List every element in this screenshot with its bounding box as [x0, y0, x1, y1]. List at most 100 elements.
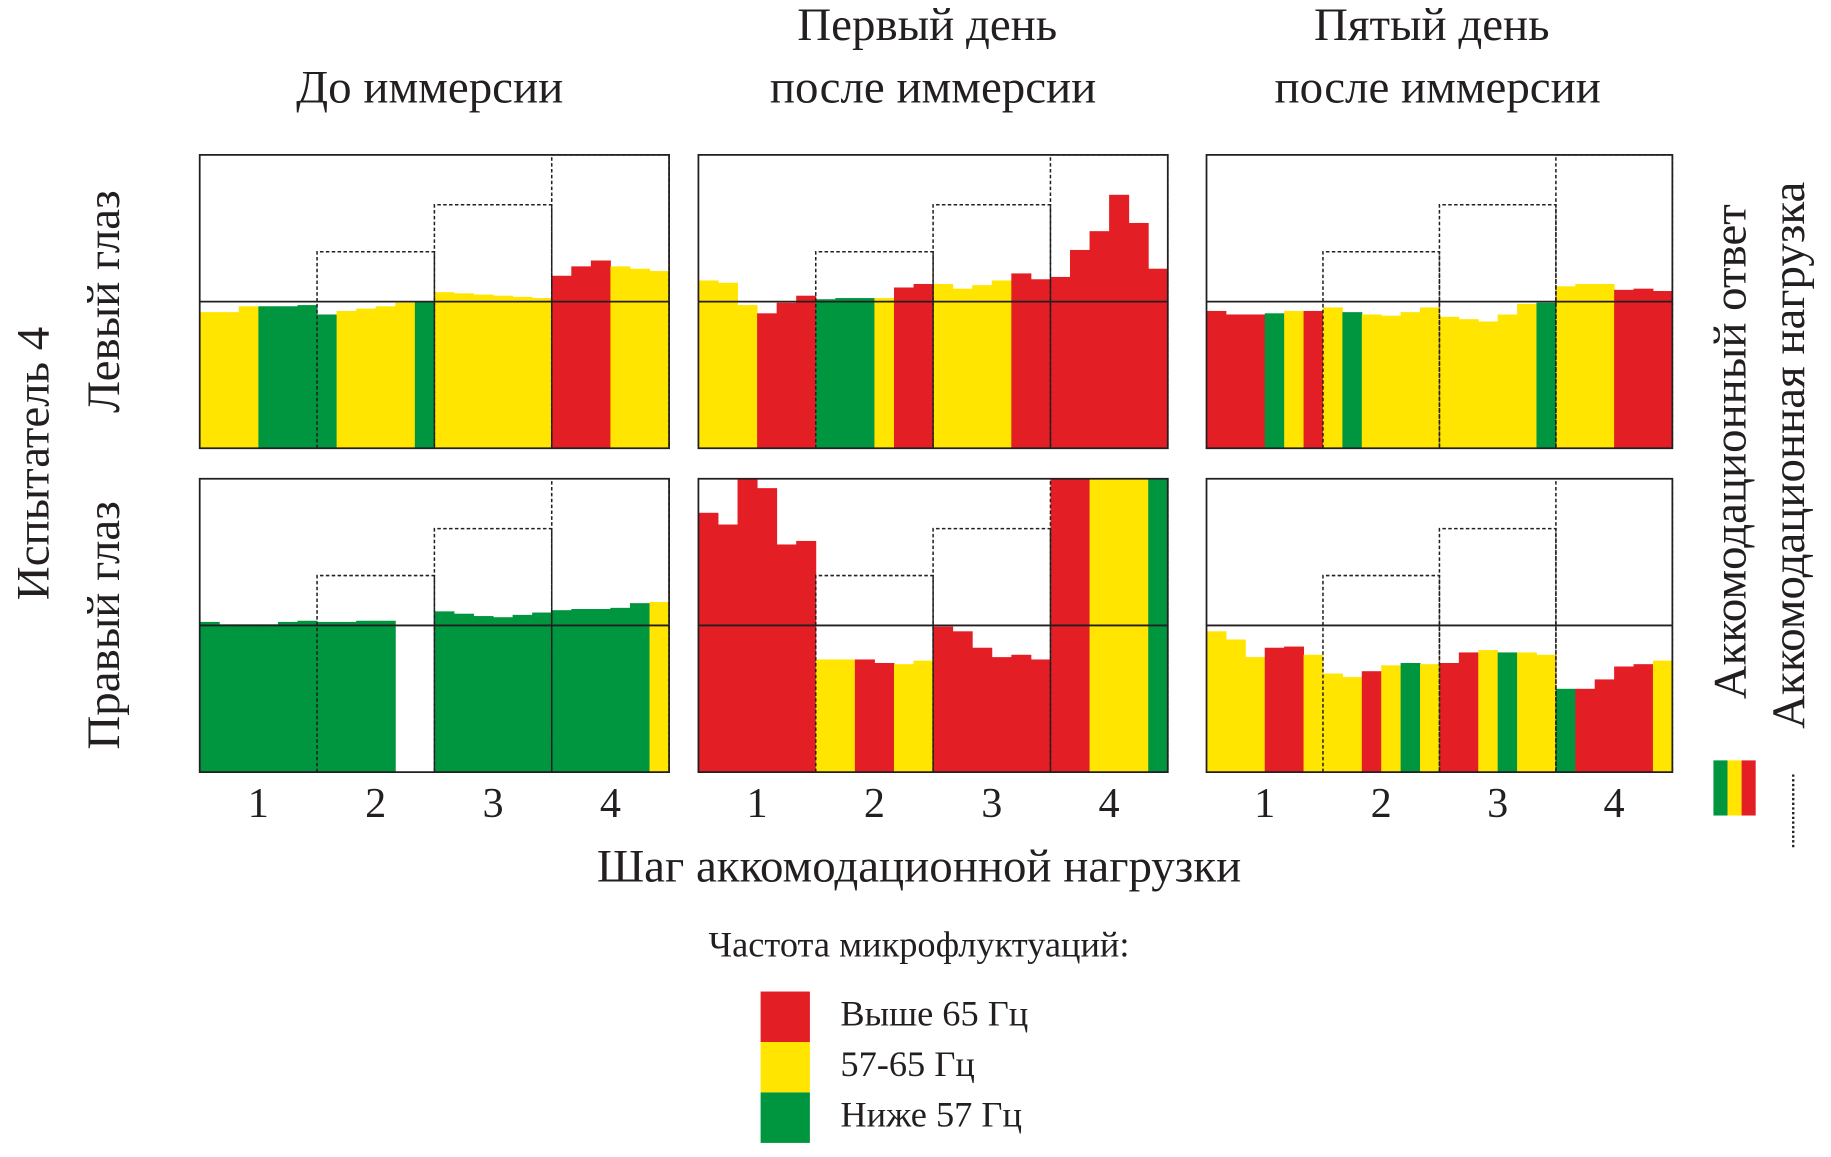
load-step: [433, 527, 553, 773]
bar: [1361, 314, 1382, 449]
bar: [493, 617, 514, 773]
x-tick-label: 2: [1371, 780, 1392, 827]
bar: [219, 312, 240, 449]
legend-swatch: [760, 1042, 810, 1093]
x-tick-label: 3: [1487, 780, 1508, 827]
bar: [1361, 671, 1382, 773]
bar: [893, 664, 915, 773]
bar: [590, 609, 611, 773]
bar: [551, 275, 572, 449]
bar: [336, 310, 357, 449]
bar: [1517, 652, 1537, 773]
bar: [1614, 666, 1635, 773]
bar: [473, 294, 494, 449]
bar: [219, 624, 240, 773]
bar: [1555, 286, 1576, 449]
x-tick-label: 2: [365, 780, 386, 827]
bar: [1497, 314, 1518, 449]
panel: [697, 154, 1169, 450]
bar: [854, 298, 875, 449]
bar: [1420, 307, 1440, 449]
bar: [610, 266, 631, 449]
panel-frame: [198, 154, 670, 450]
x-tick-label: 3: [483, 780, 504, 827]
bar: [874, 662, 895, 773]
bar: [1633, 664, 1654, 773]
bar: [1206, 310, 1227, 449]
swatch-stripe: [1741, 760, 1756, 816]
bar: [1284, 310, 1305, 449]
swatch-stripe: [1727, 760, 1742, 816]
bar: [1264, 647, 1285, 773]
bar: [1575, 283, 1596, 449]
panel: [198, 154, 670, 450]
bar: [317, 621, 338, 773]
bar: [1439, 662, 1460, 773]
bar: [737, 305, 758, 449]
legend-swatch: [760, 1092, 810, 1143]
bar: [512, 296, 533, 449]
row-label: Правый глаз: [78, 501, 130, 749]
bar: [649, 601, 670, 773]
row-label: Левый глаз: [78, 190, 130, 413]
load-step: [814, 574, 934, 773]
bar: [1439, 316, 1460, 449]
bar: [649, 271, 670, 449]
bar: [1245, 314, 1266, 449]
panel: 1 2 3 4: [198, 477, 670, 827]
panel: 1 2 3 4: [697, 477, 1169, 827]
bar: [199, 621, 220, 773]
load-step: [932, 204, 1052, 449]
load-step: [1322, 250, 1441, 449]
bar: [356, 620, 377, 773]
bar: [629, 268, 650, 449]
bar: [1594, 283, 1615, 449]
bar: [698, 280, 719, 449]
bar: [434, 292, 455, 449]
x-tick-label: 1: [1254, 780, 1275, 827]
load-step: [316, 250, 436, 449]
bar: [717, 524, 738, 773]
bar: [1322, 673, 1343, 773]
bar: [698, 512, 719, 773]
bar: [1458, 652, 1479, 773]
legend-label: Аккомодационная нагрузка: [1763, 182, 1815, 729]
bar: [1245, 657, 1266, 773]
bar: [1225, 314, 1246, 449]
bar: [395, 302, 416, 449]
bar: [796, 295, 817, 449]
bar: [1030, 279, 1051, 449]
bar: [590, 260, 611, 449]
bar: [1555, 688, 1576, 773]
bar: [238, 306, 259, 449]
bar: [1478, 650, 1499, 773]
bar: [453, 293, 474, 449]
bar: [532, 298, 553, 449]
bar: [991, 657, 1012, 773]
bar: [717, 282, 738, 449]
bar: [1342, 677, 1363, 773]
load-step: [814, 250, 934, 449]
bar: [1517, 303, 1537, 449]
bar: [1011, 273, 1032, 449]
bar: [336, 621, 357, 773]
load-step: [1322, 574, 1441, 773]
bar: [473, 616, 494, 773]
bar: [1148, 268, 1169, 449]
bar: [1458, 319, 1479, 449]
bar: [972, 647, 993, 773]
bar: [1400, 312, 1421, 449]
panel-frame: [697, 477, 1169, 773]
bar: [1575, 688, 1596, 773]
bar: [1264, 313, 1285, 449]
bar: [1303, 310, 1324, 449]
x-tick-label: 1: [747, 780, 768, 827]
bar: [796, 540, 817, 773]
bar: [571, 609, 592, 773]
bar: [835, 298, 856, 449]
legend-label: Ниже 57 Гц: [840, 1095, 1022, 1135]
bar: [258, 624, 279, 773]
bar: [375, 306, 396, 449]
bar: [1594, 679, 1615, 773]
